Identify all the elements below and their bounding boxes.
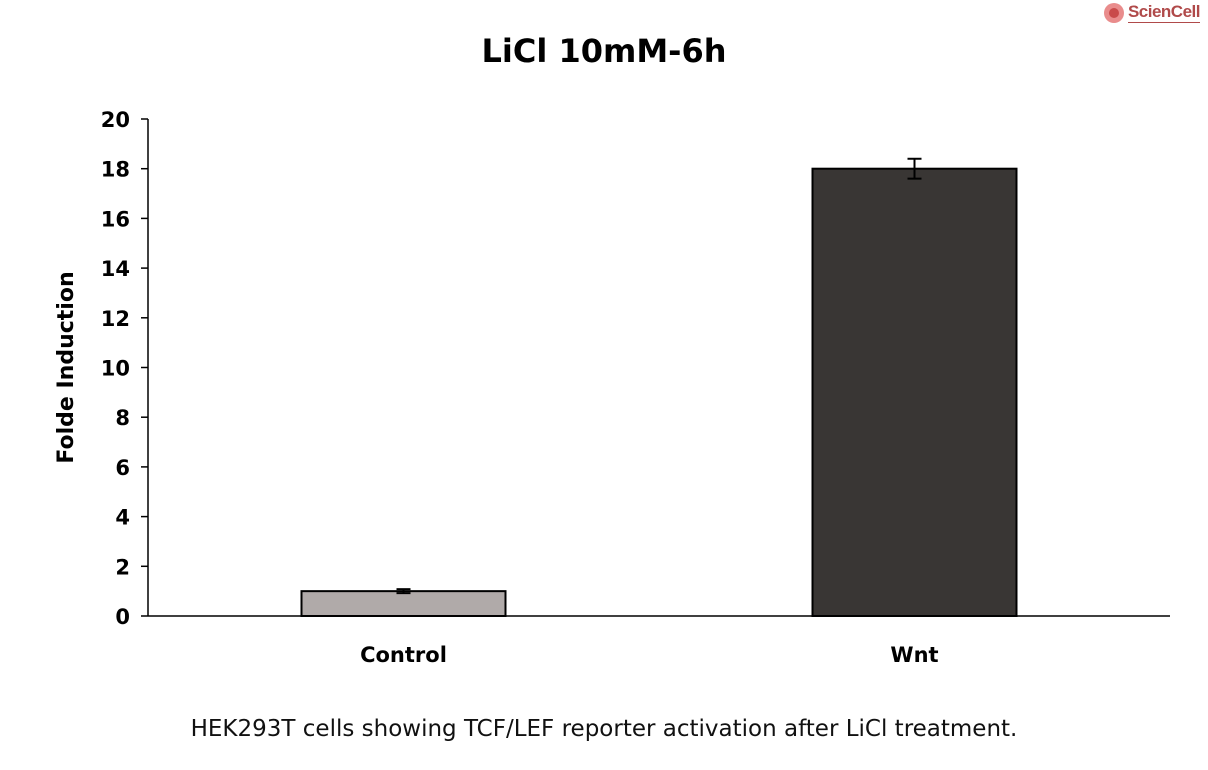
sciencell-logo: ScienCell (1103, 2, 1201, 23)
bar-wnt (811, 167, 1018, 617)
y-tick-label: 2 (115, 555, 130, 579)
x-tick-label-wnt: Wnt (890, 643, 938, 667)
y-tick-label: 0 (115, 605, 130, 629)
y-tick-label: 6 (115, 456, 130, 480)
y-tick-label: 4 (115, 506, 130, 530)
y-axis-title: Folde Induction (54, 271, 79, 463)
logo-icon (1103, 2, 1124, 23)
figure-caption: HEK293T cells showing TCF/LEF reporter a… (190, 716, 1018, 742)
x-tick-label-control: Control (360, 643, 447, 667)
y-tick-label: 16 (101, 207, 130, 231)
bar-control (300, 590, 507, 618)
y-tick-label: 20 (101, 108, 130, 132)
chart-title: LiCl 10mM-6h (481, 32, 727, 70)
y-tick-label: 12 (101, 307, 130, 331)
y-tick-label: 8 (115, 406, 130, 430)
y-tick-label: 10 (101, 357, 130, 381)
y-tick-label: 14 (101, 257, 130, 281)
y-tick-label: 18 (101, 158, 130, 182)
logo-text: ScienCell (1127, 2, 1201, 23)
